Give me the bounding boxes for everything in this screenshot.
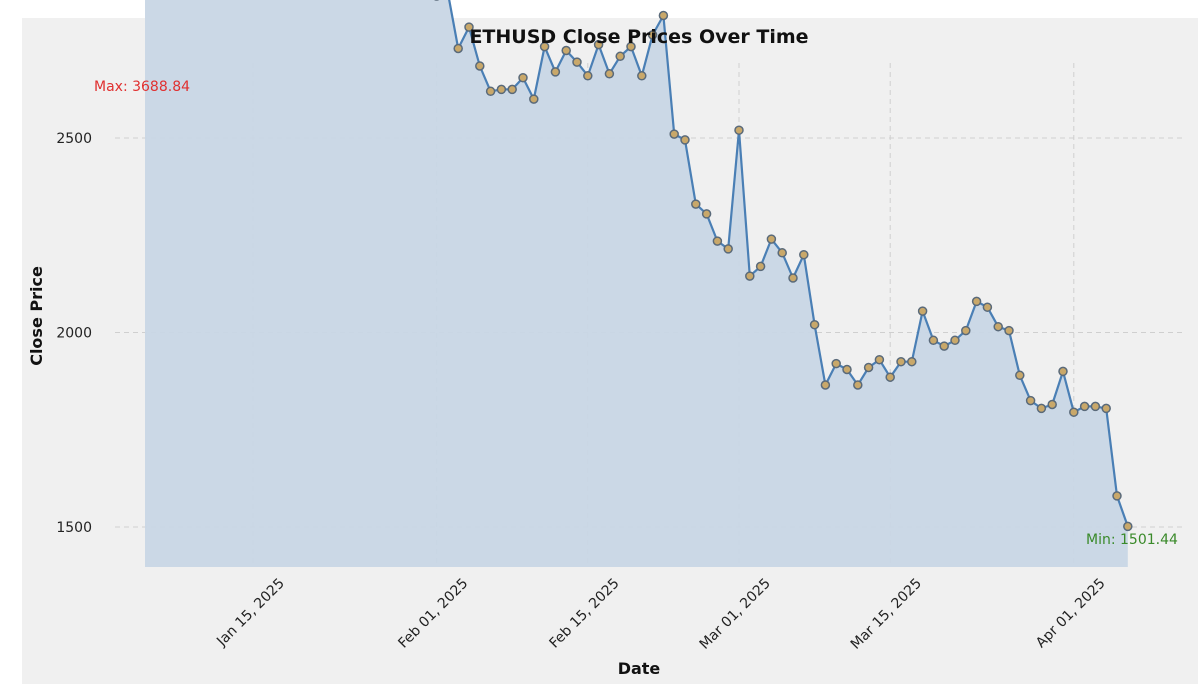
data-point xyxy=(1112,491,1122,501)
data-point xyxy=(485,86,496,97)
x-axis-label: Date xyxy=(618,659,661,678)
data-point xyxy=(1015,370,1025,381)
data-point xyxy=(1090,401,1101,412)
y-axis-label: Close Price xyxy=(27,266,46,366)
data-point xyxy=(475,61,485,71)
data-point xyxy=(518,72,528,83)
data-point xyxy=(626,41,636,52)
data-point xyxy=(496,84,507,95)
data-point xyxy=(658,10,669,21)
data-point xyxy=(788,273,798,283)
data-point xyxy=(1004,325,1014,336)
data-point xyxy=(831,358,841,369)
data-point xyxy=(647,30,658,40)
data-point xyxy=(572,57,582,67)
data-point xyxy=(604,69,615,79)
data-point xyxy=(842,364,852,375)
data-point xyxy=(799,249,809,260)
data-point xyxy=(874,354,885,365)
data-point xyxy=(1025,395,1036,406)
data-point xyxy=(885,372,895,382)
data-point xyxy=(615,51,625,62)
data-point xyxy=(939,341,949,351)
data-point xyxy=(712,236,723,246)
data-point xyxy=(529,94,539,104)
max-annotation: Max: 3688.84 xyxy=(94,79,190,95)
data-point xyxy=(669,129,679,139)
data-point xyxy=(745,271,755,281)
data-point xyxy=(982,302,993,312)
y-tick-label: 1500 xyxy=(56,520,92,536)
data-point xyxy=(453,43,463,54)
data-point xyxy=(1123,521,1133,532)
y-axis-ticks: 15002000250030003500 xyxy=(56,131,92,536)
data-point xyxy=(507,84,517,95)
chart-title: ETHUSD Close Prices Over Time xyxy=(469,26,808,48)
data-point xyxy=(907,356,917,367)
data-point xyxy=(863,362,874,373)
data-point xyxy=(464,22,474,32)
data-point xyxy=(1058,366,1068,377)
min-annotation: Min: 1501.44 xyxy=(1086,532,1178,548)
data-point xyxy=(734,125,744,135)
data-point xyxy=(950,335,960,346)
y-tick-label: 2000 xyxy=(56,326,92,342)
price-area-fill xyxy=(145,0,1128,567)
data-point xyxy=(593,39,604,50)
data-point xyxy=(561,45,571,56)
data-point xyxy=(680,135,690,145)
data-point xyxy=(993,321,1003,332)
data-point xyxy=(1069,407,1079,417)
data-point xyxy=(766,234,777,244)
data-point xyxy=(583,71,593,81)
data-point xyxy=(550,67,561,77)
data-point xyxy=(917,306,928,316)
data-point xyxy=(723,244,733,254)
data-point xyxy=(701,209,712,219)
data-point xyxy=(896,356,906,367)
data-point xyxy=(928,335,939,346)
data-point xyxy=(809,319,820,330)
data-point xyxy=(1101,403,1111,414)
y-tick-label: 2500 xyxy=(56,131,92,147)
data-point xyxy=(820,380,831,390)
data-point xyxy=(961,325,971,336)
data-point xyxy=(1047,399,1057,410)
data-point xyxy=(1036,403,1047,414)
data-point xyxy=(637,71,647,81)
data-point xyxy=(777,248,787,258)
data-point xyxy=(691,199,701,209)
data-point xyxy=(1079,401,1090,412)
data-points xyxy=(434,0,1133,532)
data-point xyxy=(539,41,550,52)
data-point xyxy=(853,380,863,390)
data-point xyxy=(755,261,766,272)
data-point xyxy=(971,296,982,307)
